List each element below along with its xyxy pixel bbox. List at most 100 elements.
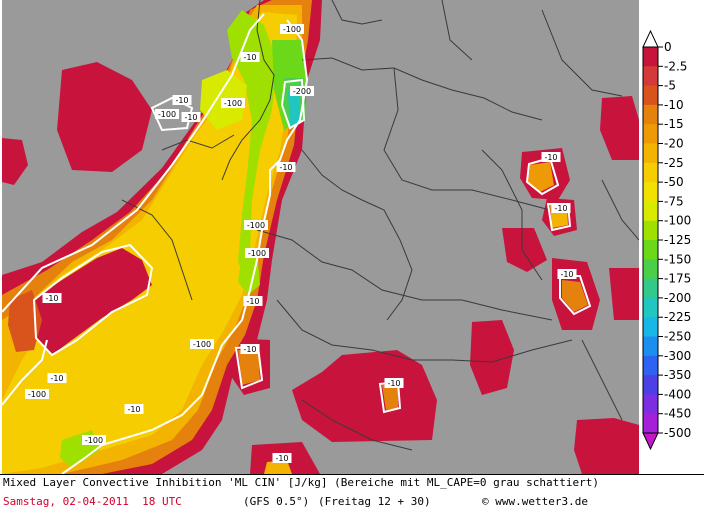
legend-swatch <box>643 162 658 183</box>
contour-label-box <box>551 203 571 213</box>
legend-swatch <box>643 220 658 241</box>
contour-label-box <box>557 269 577 279</box>
contour-label-text: -10 <box>275 454 288 463</box>
caption-run: (Freitag 12 + 30) <box>318 495 431 508</box>
legend-tick-label: -50 <box>664 175 684 189</box>
legend-tick-label: -350 <box>664 368 691 382</box>
legend-tick-label: -400 <box>664 387 691 401</box>
contour-label: -10 <box>243 296 263 306</box>
legend-bottom-arrow <box>642 432 659 451</box>
contour-label-box <box>384 378 404 388</box>
contour-labels: -100 -10 -200 -100 -10 -100 -10 -10 -10 -10 -100 -1… <box>25 24 577 463</box>
cin-inner-red <box>32 248 152 355</box>
contour-label: -100 <box>245 248 269 258</box>
legend-tick-label: -175 <box>664 272 691 286</box>
legend-swatch <box>643 201 658 222</box>
caption-date: Samstag, 02-04-2011 18 UTC <box>3 495 182 508</box>
legend-top-arrow <box>642 29 659 48</box>
contour-label-box <box>155 109 179 119</box>
legend-swatch <box>643 104 658 125</box>
caption-copyright: © www.wetter3.de <box>482 495 588 508</box>
contour-label-box <box>541 152 561 162</box>
contour-label-text: -100 <box>247 221 265 230</box>
contour-label: -10 <box>42 293 62 303</box>
legend-swatch <box>643 259 658 280</box>
contour-label: -100 <box>155 109 179 119</box>
contour-label-text: -10 <box>560 270 573 279</box>
cin-green-alps <box>238 250 260 295</box>
legend-tick-label: -20 <box>664 137 684 151</box>
caption-title: Mixed Layer Convective Inhibition 'ML CI… <box>3 476 600 489</box>
legend-swatch <box>643 143 658 164</box>
contour-label: -10 <box>124 404 144 414</box>
contour-label-text: -200 <box>293 87 311 96</box>
legend-swatch <box>643 336 658 357</box>
contour-label: -100 <box>25 389 49 399</box>
contour-label-box <box>244 220 268 230</box>
contour-label: -10 <box>276 162 296 172</box>
contour-label-text: -100 <box>224 99 242 108</box>
contour-label: -10 <box>181 112 201 122</box>
legend-swatch <box>643 375 658 395</box>
caption-model: (GFS 0.5°) <box>243 495 310 508</box>
legend-tick-label: -5 <box>664 79 676 93</box>
legend-tick-label: -2.5 <box>664 59 687 73</box>
legend-tick-label: -10 <box>664 98 684 112</box>
cin-green-strip <box>227 10 277 280</box>
contour-label: -100 <box>82 435 106 445</box>
map-panel: -100 -10 -200 -100 -10 -100 -10 -10 -10 -10 -100 -1… <box>2 0 639 474</box>
contour-label: -100 <box>190 339 214 349</box>
contour-label-text: -100 <box>283 25 301 34</box>
contour-label: -10 <box>240 344 260 354</box>
contour-label-box <box>82 435 106 445</box>
contour-label-box <box>25 389 49 399</box>
contour-label: -10 <box>551 203 571 213</box>
legend-swatch <box>643 394 658 415</box>
contour-label-box <box>280 24 304 34</box>
contour-label-text: -100 <box>248 249 266 258</box>
contour-label-text: -100 <box>85 436 103 445</box>
legend-tick-label: -75 <box>664 194 684 208</box>
legend-swatch <box>643 240 658 260</box>
legend-tick-label: -250 <box>664 330 691 344</box>
legend-tick-label: -100 <box>664 214 691 228</box>
contour-label-text: -10 <box>45 294 58 303</box>
legend-swatch <box>643 317 658 337</box>
legend-swatch <box>643 85 658 106</box>
contour-label-text: -10 <box>243 345 256 354</box>
legend-tick-label: -25 <box>664 156 684 170</box>
contour-label: -10 <box>47 373 67 383</box>
legend-tick-label: -450 <box>664 407 691 421</box>
contour-label-box <box>290 86 314 96</box>
contour-label-box <box>190 339 214 349</box>
legend-swatch <box>643 66 658 87</box>
legend-tick-label: 0 <box>664 40 672 54</box>
contour-label-box <box>240 52 260 62</box>
contour-label-box <box>245 248 269 258</box>
caption-bar: Mixed Layer Convective Inhibition 'ML CI… <box>0 474 704 513</box>
contour-label: -200 <box>290 86 314 96</box>
contour-label-text: -100 <box>28 390 46 399</box>
legend-swatch <box>643 413 658 434</box>
contour-label: -10 <box>541 152 561 162</box>
contour-label: -100 <box>280 24 304 34</box>
legend-tick-label: -200 <box>664 291 691 305</box>
contour-label-box <box>42 293 62 303</box>
contour-label-box <box>243 296 263 306</box>
contour-label-box <box>172 95 192 105</box>
legend-tick-label: -500 <box>664 426 691 440</box>
contour-label: -100 <box>221 98 245 108</box>
legend-swatch <box>643 182 658 202</box>
borders <box>121 0 639 451</box>
contour-label-text: -10 <box>243 53 256 62</box>
legend-swatch <box>643 47 658 67</box>
contour-label: -10 <box>172 95 192 105</box>
legend-scale: 0 -2.5 -5 -10 -15 -20 -25 -50 -75 -100 -125 -150 -17… <box>642 29 691 451</box>
legend-tick-label: -125 <box>664 233 691 247</box>
legend-swatch <box>643 124 658 144</box>
contour-label-text: -10 <box>50 374 63 383</box>
contour-label-text: -10 <box>246 297 259 306</box>
contour-label: -10 <box>272 453 292 463</box>
legend-tick-label: -300 <box>664 349 691 363</box>
